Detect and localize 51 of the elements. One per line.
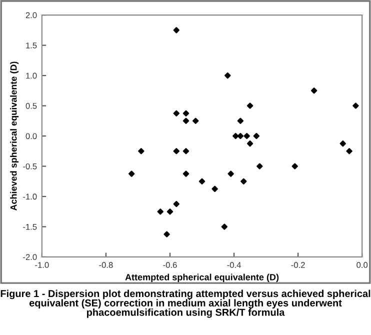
point — [128, 170, 135, 177]
point — [164, 231, 170, 238]
point — [352, 102, 359, 109]
point — [346, 148, 352, 154]
point — [237, 132, 244, 140]
y-tick-label: -1.0 — [23, 194, 37, 200]
point — [157, 208, 164, 215]
point — [237, 118, 244, 124]
point — [232, 132, 239, 140]
x-tick-label: -0.8 — [99, 262, 113, 268]
point — [173, 148, 180, 154]
x-tick-label: -0.6 — [163, 262, 177, 268]
y-tick-label: -1.5 — [23, 224, 37, 230]
x-tick-label: -0.4 — [227, 262, 241, 268]
point — [173, 27, 180, 34]
x-tick-label: -1.0 — [35, 262, 49, 268]
y-tick-label: 0.0 — [26, 133, 37, 140]
point — [244, 132, 250, 140]
point — [292, 163, 298, 170]
point — [221, 224, 228, 230]
point — [246, 102, 254, 109]
x-axis-title: Attempted spherical equivalente (D) — [125, 274, 279, 282]
point — [138, 148, 144, 154]
y-tick-label: -2.0 — [23, 254, 37, 260]
y-tick-label: 2.0 — [26, 12, 37, 18]
point — [228, 170, 234, 177]
point — [212, 186, 218, 192]
point — [256, 163, 263, 170]
caption: Figure 1 - Dispersion plot demonstrating attempted versus achieved spherical equivalent (SE) correction in medium axial length eyes underwent phacoemulsification using SRK/T formula — [0, 290, 370, 318]
y-tick-label: 1.0 — [26, 72, 37, 79]
point — [182, 170, 190, 177]
point — [182, 148, 190, 154]
point — [166, 208, 174, 215]
point — [246, 140, 254, 147]
y-axis-title: Achieved spherical equivalente (D) — [10, 62, 19, 211]
point — [198, 178, 206, 184]
point — [182, 118, 190, 124]
y-tick-label: -0.5 — [23, 163, 37, 170]
y-tick-label: 0.5 — [26, 102, 37, 109]
point — [173, 110, 180, 116]
x-tick-label: -0.2 — [291, 262, 305, 268]
point — [253, 132, 260, 140]
point — [310, 88, 318, 94]
y-tick-label: 1.5 — [26, 42, 37, 48]
point — [240, 178, 247, 184]
point — [173, 200, 180, 208]
point — [182, 110, 190, 116]
point — [192, 118, 199, 124]
x-tick-label: 0.0 — [356, 262, 368, 268]
point — [224, 72, 231, 79]
point — [340, 140, 346, 147]
